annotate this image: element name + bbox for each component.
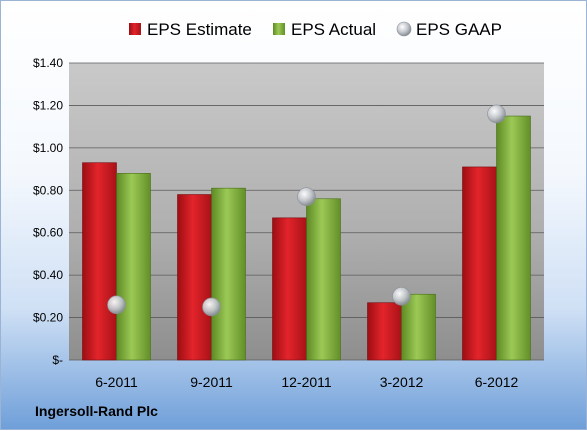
gaap-markers bbox=[107, 104, 506, 317]
legend-label: EPS GAAP bbox=[416, 20, 502, 39]
company-name: Ingersoll-Rand Plc bbox=[35, 403, 158, 419]
legend-label: EPS Estimate bbox=[147, 20, 252, 39]
bar-eps-actual bbox=[306, 198, 341, 361]
x-tick-label: 3-2012 bbox=[380, 374, 424, 390]
legend-label: EPS Actual bbox=[291, 20, 376, 39]
y-tick-label: $1.00 bbox=[33, 141, 63, 155]
legend-swatch bbox=[129, 23, 141, 35]
legend-swatch bbox=[273, 23, 285, 35]
bar-eps-estimate bbox=[177, 194, 212, 361]
x-axis: 6-2011 9-2011 12-2011 3-2012 6-2012 bbox=[95, 374, 518, 390]
y-tick-label: $1.40 bbox=[33, 56, 63, 70]
marker-eps-gaap bbox=[107, 295, 126, 315]
bars bbox=[82, 115, 531, 361]
bar-eps-estimate bbox=[462, 166, 497, 361]
x-tick-label: 6-2011 bbox=[95, 374, 138, 390]
bar-eps-actual bbox=[211, 187, 246, 361]
legend: EPS Estimate EPS Actual EPS GAAP bbox=[129, 20, 502, 39]
marker-eps-gaap bbox=[202, 297, 221, 317]
bar-eps-actual bbox=[401, 293, 436, 361]
x-tick-label: 12-2011 bbox=[281, 374, 332, 390]
legend-swatch bbox=[396, 21, 412, 37]
marker-eps-gaap bbox=[392, 287, 411, 306]
bar-eps-estimate bbox=[272, 217, 307, 361]
marker-eps-gaap bbox=[297, 187, 316, 206]
y-tick-label: $1.20 bbox=[33, 98, 63, 112]
bar-eps-estimate bbox=[82, 162, 117, 361]
bar-eps-actual bbox=[116, 173, 151, 361]
x-tick-label: 6-2012 bbox=[475, 374, 519, 390]
marker-eps-gaap bbox=[487, 104, 506, 124]
y-tick-label: $- bbox=[52, 353, 63, 367]
y-tick-label: $0.20 bbox=[33, 311, 63, 325]
y-tick-label: $0.80 bbox=[33, 183, 63, 197]
x-tick-label: 9-2011 bbox=[190, 374, 233, 390]
bar-eps-estimate bbox=[367, 302, 402, 361]
y-axis: $- $0.20 $0.40 $0.60 $0.80 $1.00 $1.20 $1.40 bbox=[33, 56, 63, 367]
y-tick-label: $0.40 bbox=[33, 268, 63, 282]
bar-eps-actual bbox=[496, 115, 531, 361]
y-tick-label: $0.60 bbox=[33, 226, 63, 240]
